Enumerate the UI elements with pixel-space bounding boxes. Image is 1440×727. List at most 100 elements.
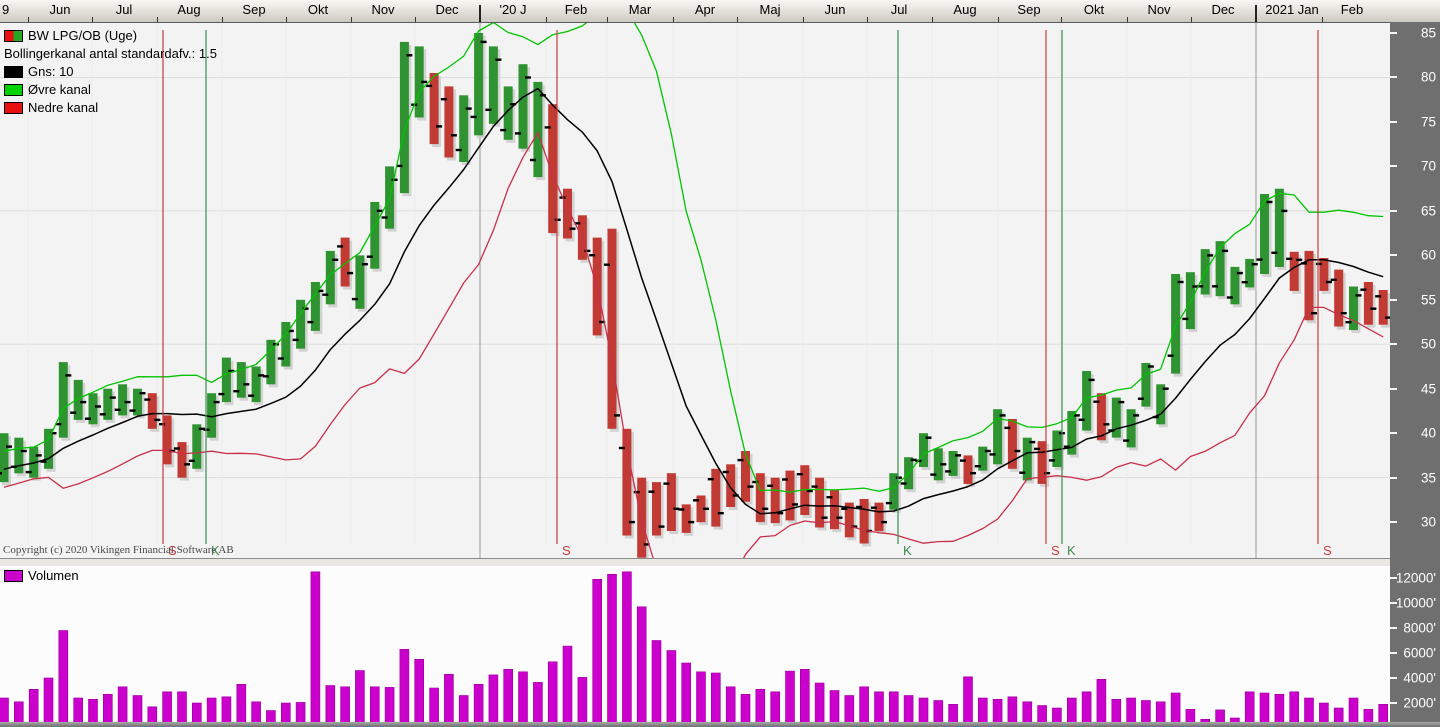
candle[interactable]	[767, 477, 784, 524]
volume-bar[interactable]	[236, 684, 247, 727]
candle[interactable]	[515, 64, 531, 149]
candle[interactable]	[1226, 266, 1243, 305]
volume-bar[interactable]	[73, 697, 83, 727]
volume-bar[interactable]	[369, 686, 380, 727]
candle[interactable]	[974, 446, 991, 471]
volume-bar[interactable]	[117, 686, 128, 727]
candle[interactable]	[1167, 274, 1184, 374]
volume-bar[interactable]	[1037, 705, 1047, 727]
volume-bar[interactable]	[562, 645, 573, 727]
volume-bar[interactable]	[399, 649, 410, 727]
volume-bar[interactable]	[1304, 697, 1314, 727]
candle[interactable]	[440, 86, 457, 158]
volume-bar[interactable]	[355, 670, 365, 727]
volume-bar[interactable]	[636, 606, 647, 727]
volume-bar[interactable]	[192, 702, 202, 727]
volume-bar[interactable]	[859, 686, 869, 727]
candle[interactable]	[841, 502, 858, 538]
volume-bar[interactable]	[1022, 701, 1033, 727]
candle[interactable]	[351, 255, 368, 309]
volume-bar[interactable]	[310, 571, 321, 727]
volume-bar[interactable]	[1378, 704, 1388, 727]
candle[interactable]	[871, 502, 887, 532]
volume-bar[interactable]	[977, 697, 988, 727]
volume-bar[interactable]	[710, 672, 721, 727]
candle[interactable]	[1301, 250, 1317, 321]
volume-bar[interactable]	[948, 704, 958, 727]
volume-bar[interactable]	[384, 687, 395, 727]
volume-bar[interactable]	[622, 571, 632, 727]
volume-bar[interactable]	[503, 669, 514, 727]
candle[interactable]	[1078, 371, 1095, 431]
volume-bar[interactable]	[488, 674, 499, 727]
candle[interactable]	[500, 86, 517, 140]
candle[interactable]	[811, 477, 828, 528]
volume-chart[interactable]	[0, 565, 1390, 727]
volume-bar[interactable]	[666, 650, 677, 727]
candle[interactable]	[144, 393, 161, 429]
volume-bar[interactable]	[888, 691, 899, 727]
candle[interactable]	[114, 384, 131, 416]
candle[interactable]	[1182, 272, 1199, 330]
volume-bar[interactable]	[177, 691, 187, 727]
volume-bar[interactable]	[43, 677, 54, 727]
volume-bar[interactable]	[103, 694, 113, 727]
volume-bar[interactable]	[725, 686, 736, 727]
panel-separator[interactable]	[0, 558, 1390, 567]
volume-bar[interactable]	[992, 699, 1003, 727]
volume-bar[interactable]	[1319, 702, 1329, 727]
candle[interactable]	[1241, 258, 1258, 288]
volume-bar[interactable]	[651, 640, 662, 727]
candle[interactable]	[396, 41, 413, 194]
volume-bar[interactable]	[681, 662, 692, 727]
candle[interactable]	[85, 393, 101, 425]
candle[interactable]	[618, 428, 635, 536]
volume-bar[interactable]	[696, 671, 706, 727]
volume-bar[interactable]	[963, 676, 973, 727]
candle[interactable]	[174, 442, 190, 478]
volume-bar[interactable]	[1007, 696, 1018, 727]
volume-bar[interactable]	[1185, 709, 1196, 727]
candle[interactable]	[1123, 409, 1140, 448]
volume-bar[interactable]	[473, 684, 484, 727]
candle[interactable]	[307, 282, 324, 331]
volume-bar[interactable]	[1141, 700, 1151, 727]
candle[interactable]	[826, 490, 843, 530]
candle[interactable]	[218, 357, 235, 403]
candle[interactable]	[737, 451, 754, 502]
candle[interactable]	[722, 464, 739, 507]
volume-bar[interactable]	[221, 696, 232, 727]
volume-bar[interactable]	[1052, 707, 1062, 727]
candle[interactable]	[0, 433, 12, 483]
candle[interactable]	[455, 95, 472, 162]
candle[interactable]	[366, 202, 383, 269]
volume-bar[interactable]	[755, 689, 766, 727]
candle[interactable]	[70, 379, 87, 420]
candle[interactable]	[960, 455, 976, 484]
candle[interactable]	[1286, 251, 1303, 291]
candle[interactable]	[1004, 419, 1021, 469]
volume-bar[interactable]	[1259, 692, 1270, 727]
candle[interactable]	[752, 473, 769, 523]
candle[interactable]	[337, 237, 354, 287]
volume-chart-panel[interactable]: Volumen	[0, 565, 1390, 727]
candle[interactable]	[55, 362, 72, 438]
volume-bar[interactable]	[829, 690, 840, 727]
candle[interactable]	[1256, 194, 1273, 274]
volume-bar[interactable]	[444, 674, 454, 727]
volume-bar[interactable]	[1155, 701, 1166, 727]
volume-bar[interactable]	[295, 702, 306, 727]
candle[interactable]	[930, 448, 947, 481]
candle[interactable]	[1345, 286, 1362, 331]
candle[interactable]	[989, 409, 1006, 465]
volume-bar[interactable]	[162, 691, 172, 727]
volume-bar[interactable]	[533, 682, 543, 727]
candle[interactable]	[782, 470, 798, 521]
candle[interactable]	[426, 73, 443, 145]
volume-bar[interactable]	[814, 682, 825, 727]
volume-bar[interactable]	[325, 685, 336, 727]
candle[interactable]	[322, 250, 339, 305]
candle[interactable]	[40, 428, 57, 469]
